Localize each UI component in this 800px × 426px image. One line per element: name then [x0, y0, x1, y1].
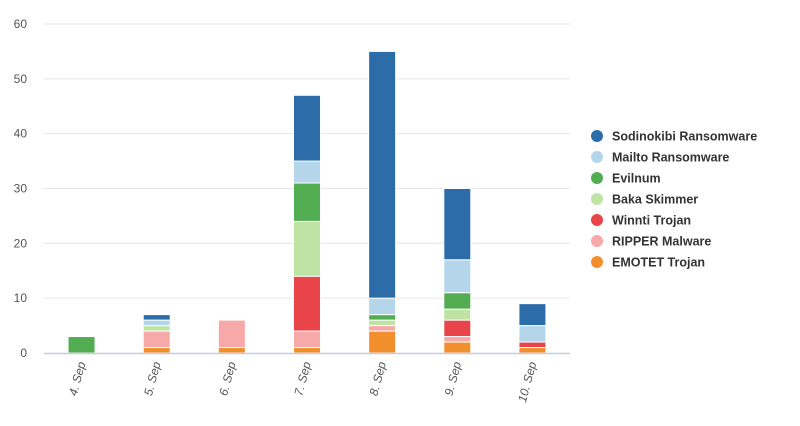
- x-tick-label: 5. Sep: [141, 360, 164, 397]
- y-tick-label: 40: [14, 127, 28, 141]
- bar-segment-sodinokibi-ransomware[interactable]: [368, 50, 397, 299]
- y-tick-label: 0: [20, 346, 27, 360]
- x-axis-ticks: 4. Sep 5. Sep 6. Sep 7. Sep 8. Sep 9. Sep 10. …: [66, 360, 539, 404]
- legend-label: EMOTET Trojan: [612, 256, 705, 270]
- bar-segment-sodinokibi-ransomware[interactable]: [293, 94, 321, 162]
- legend-label: RIPPER Malware: [612, 235, 711, 249]
- legend-label: Mailto Ransomware: [612, 151, 729, 165]
- bar-segment-sodinokibi-ransomware[interactable]: [142, 314, 171, 321]
- bar-segment-mailto-ransomware[interactable]: [518, 325, 547, 343]
- legend-marker: [591, 235, 603, 247]
- bar-segment-emotet-trojan[interactable]: [293, 347, 321, 354]
- bar-segment-emotet-trojan[interactable]: [368, 330, 397, 354]
- x-tick-label: 9. Sep: [442, 360, 465, 397]
- bar-segment-baka-skimmer[interactable]: [368, 319, 397, 327]
- x-tick-label: 8. Sep: [367, 360, 390, 397]
- bar-segment-baka-skimmer[interactable]: [142, 325, 171, 332]
- bar-segment-ripper-malware[interactable]: [142, 330, 171, 349]
- legend-label: Baka Skimmer: [612, 193, 698, 207]
- bar-segment-mailto-ransomware[interactable]: [142, 319, 171, 327]
- legend-item[interactable]: Sodinokibi Ransomware: [591, 130, 757, 144]
- bar-segment-ripper-malware[interactable]: [443, 336, 472, 343]
- legend: Sodinokibi Ransomware Mailto Ransomware Ev…: [591, 130, 757, 270]
- legend-marker: [591, 151, 603, 163]
- legend-item[interactable]: Mailto Ransomware: [591, 151, 729, 165]
- bar-segment-mailto-ransomware[interactable]: [443, 259, 472, 294]
- bar-segment-ripper-malware[interactable]: [293, 330, 321, 349]
- y-tick-label: 50: [14, 72, 28, 86]
- x-tick-label: 7. Sep: [291, 360, 314, 397]
- legend-label: Winnti Trojan: [612, 214, 691, 228]
- bar-segment-emotet-trojan[interactable]: [142, 347, 171, 354]
- bar-segment-evilnum[interactable]: [443, 292, 472, 310]
- legend-item[interactable]: EMOTET Trojan: [591, 256, 705, 270]
- legend-item[interactable]: Baka Skimmer: [591, 193, 698, 207]
- bar-segment-evilnum[interactable]: [67, 336, 96, 354]
- legend-marker: [591, 214, 603, 226]
- legend-item[interactable]: Winnti Trojan: [591, 214, 691, 228]
- bar-segment-emotet-trojan[interactable]: [518, 347, 547, 354]
- bar-segment-winnti-trojan[interactable]: [443, 319, 472, 338]
- bars: [67, 50, 547, 354]
- bar-segment-ripper-malware[interactable]: [368, 325, 397, 332]
- legend-marker: [591, 172, 603, 184]
- bar-segment-sodinokibi-ransomware[interactable]: [518, 303, 547, 327]
- y-tick-label: 20: [14, 236, 28, 250]
- legend-label: Sodinokibi Ransomware: [612, 130, 757, 144]
- legend-marker: [591, 130, 603, 142]
- legend-item[interactable]: Evilnum: [591, 172, 661, 186]
- x-tick-label: 6. Sep: [216, 360, 239, 397]
- legend-item[interactable]: RIPPER Malware: [591, 235, 711, 249]
- bar-segment-winnti-trojan[interactable]: [518, 341, 547, 349]
- bar-segment-evilnum[interactable]: [368, 314, 397, 321]
- y-tick-label: 10: [14, 291, 28, 305]
- legend-marker: [591, 256, 603, 268]
- bar-segment-mailto-ransomware[interactable]: [368, 297, 397, 316]
- bar-segment-emotet-trojan[interactable]: [443, 341, 472, 354]
- bar-segment-sodinokibi-ransomware[interactable]: [443, 188, 472, 261]
- y-tick-label: 60: [14, 17, 28, 31]
- y-axis-ticks: 0 10 20 30 40 50 60: [14, 17, 28, 360]
- bar-segment-emotet-trojan[interactable]: [217, 347, 246, 354]
- bar-segment-evilnum[interactable]: [293, 182, 321, 222]
- bar-segment-winnti-trojan[interactable]: [293, 275, 321, 332]
- bar-segment-baka-skimmer[interactable]: [293, 220, 321, 277]
- legend-marker: [591, 193, 603, 205]
- x-tick-label: 10. Sep: [515, 360, 539, 404]
- y-tick-label: 30: [14, 182, 28, 196]
- bar-segment-mailto-ransomware[interactable]: [293, 160, 321, 184]
- x-tick-label: 4. Sep: [66, 360, 89, 397]
- bar-segment-ripper-malware[interactable]: [217, 319, 246, 349]
- legend-label: Evilnum: [612, 172, 661, 186]
- bar-segment-baka-skimmer[interactable]: [443, 308, 472, 321]
